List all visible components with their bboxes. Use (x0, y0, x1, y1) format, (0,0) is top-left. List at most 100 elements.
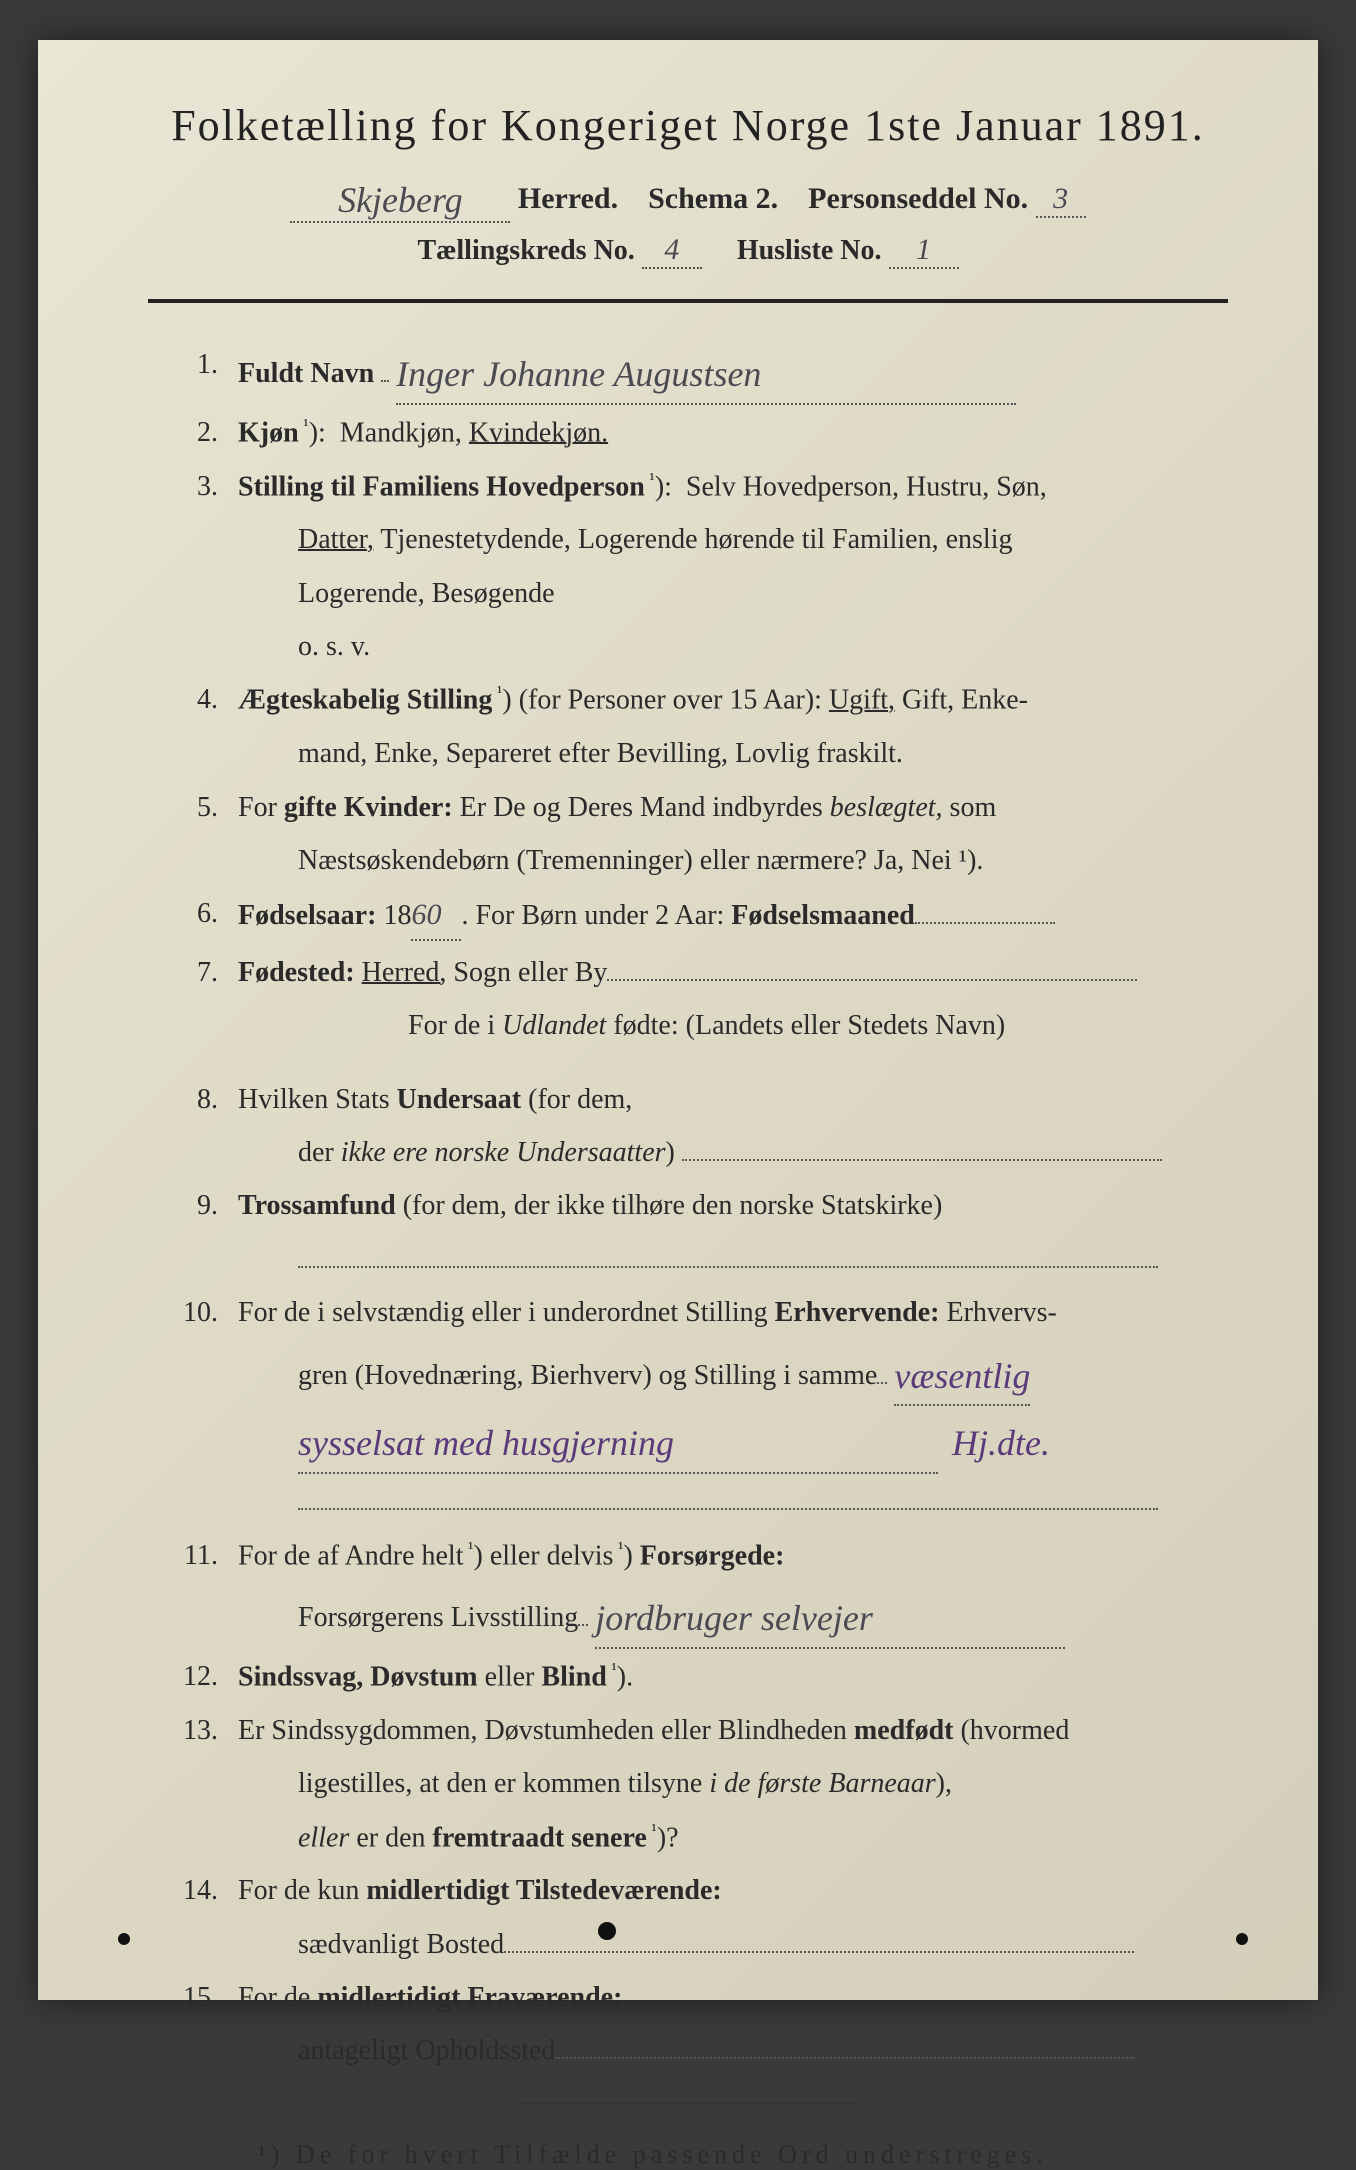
dotfill-15 (555, 2057, 1135, 2059)
i8-c: (for dem, (521, 1084, 632, 1115)
item-num-8: 8. (148, 1078, 238, 1121)
aegteskab-text2: Gift, Enke- (895, 685, 1028, 716)
item-11: 11. For de af Andre helt ¹) eller delvis… (148, 1534, 1228, 1578)
item-num-4: 4. (148, 678, 238, 722)
item-3: 3. Stilling til Familiens Hovedperson ¹)… (148, 465, 1228, 509)
i8-b: Undersaat (397, 1084, 521, 1115)
i10-c: Erhvervs- (939, 1297, 1056, 1328)
item-num-15: 15. (148, 1976, 238, 2019)
item-13-line3: eller er den fremtraadt senere ¹)? (148, 1816, 1228, 1860)
herred-underlined: Herred, (362, 957, 447, 988)
header-line-2: Skjeberg Herred. Schema 2. Personseddel … (148, 175, 1228, 219)
ink-dot-1 (118, 1933, 130, 1945)
husliste-label: Husliste No. (737, 235, 882, 266)
i14-2: sædvanligt Bosted (298, 1929, 504, 1960)
fodselsaar-label: Fødselsaar: (238, 900, 376, 931)
i10-a: For de i selvstændig eller i underordnet… (238, 1297, 775, 1328)
item-14: 14. For de kun midlertidigt Tilstedevære… (148, 1869, 1228, 1912)
i12-text: eller (478, 1661, 542, 1692)
i10-b: Erhvervende: (775, 1297, 940, 1328)
ink-dot-2 (598, 1922, 616, 1940)
i6-text2: . For Børn under 2 Aar: (461, 900, 731, 931)
i11-c: Forsørgede: (633, 1540, 785, 1571)
i13-2b: i de første Barneaar (709, 1768, 935, 1799)
herred-handwritten: Skjeberg (290, 179, 510, 223)
i11-hand: jordbruger selvejer (595, 1591, 1065, 1649)
i7-2c: fødte: (Landets eller Stedets Navn) (606, 1010, 1005, 1041)
taellingskreds-label: Tællingskreds No. (417, 235, 634, 266)
dotfill-6 (915, 922, 1055, 924)
dotfill-14 (504, 1951, 1134, 1953)
dotfill-8 (682, 1159, 1162, 1161)
item-1: 1. Fuldt Navn Inger Johanne Augustsen (148, 343, 1228, 401)
sup-13: ¹ (647, 1820, 657, 1840)
header-line-3: Tællingskreds No. 4 Husliste No. 1 (148, 233, 1228, 269)
i15-a: For de (238, 1982, 317, 2013)
item-10: 10. For de i selvstændig eller i underor… (148, 1291, 1228, 1334)
kjon-underlined: Kvindekjøn. (469, 417, 608, 448)
divider-thin (518, 2103, 858, 2104)
item-5: 5. For gifte Kvinder: Er De og Deres Man… (148, 786, 1228, 829)
stilling-line1: Selv Hovedperson, Hustru, Søn, (686, 471, 1047, 502)
i5-c: Er De og Deres Mand indbyrdes (453, 792, 830, 823)
sup-3: ¹ (645, 469, 655, 489)
i8-2b: ikke ere norske Undersaatter (341, 1137, 666, 1168)
item-num-3: 3. (148, 465, 238, 509)
i10-hand2: sysselsat med husgjerning (298, 1416, 938, 1474)
i13-3c: fremtraadt senere (433, 1822, 647, 1853)
i15-2: antageligt Opholdssted (298, 2035, 555, 2066)
aegteskab-text1: (for Personer over 15 Aar): (512, 685, 829, 716)
i5-e: som (943, 792, 997, 823)
ugift-underlined: Ugift, (829, 685, 895, 716)
item-num-2: 2. (148, 411, 238, 455)
item-6: 6. Fødselsaar: 1860. For Børn under 2 Aa… (148, 892, 1228, 941)
stilling-label: Stilling til Familiens Hovedperson (238, 471, 645, 502)
item-8: 8. Hvilken Stats Undersaat (for dem, (148, 1078, 1228, 1121)
i13-1: Er Sindssygdommen, Døvstumheden eller Bl… (238, 1715, 854, 1746)
item-14-line2: sædvanligt Bosted (148, 1923, 1228, 1966)
fuldt-navn-value: Inger Johanne Augustsen (396, 347, 1016, 405)
sindssvag-label: Sindssvag, Døvstum (238, 1661, 478, 1692)
sup-12: ¹ (607, 1659, 617, 1679)
sup-11b: ¹ (613, 1538, 623, 1558)
fodested-label: Fødested: (238, 957, 355, 988)
item-num-7: 7. (148, 951, 238, 994)
sup-4: ¹ (492, 682, 502, 702)
i13-3b: er den (349, 1822, 432, 1853)
fodselsmaaned-label: Fødselsmaaned (731, 900, 915, 931)
husliste-no: 1 (889, 233, 959, 269)
item-10-dots (148, 1480, 1228, 1523)
i9-text: (for dem, der ikke tilhøre den norske St… (396, 1190, 943, 1221)
i13-1c: (hvormed (953, 1715, 1069, 1746)
item-7: 7. Fødested: Herred, Sogn eller By (148, 951, 1228, 994)
i8-2a: der (298, 1137, 341, 1168)
i11-2a: Forsørgerens Livsstilling (298, 1602, 578, 1633)
i7-text: Sogn eller By (446, 957, 607, 988)
fuldt-navn-label: Fuldt Navn (238, 358, 374, 389)
sup-1: ¹ (299, 415, 309, 435)
item-15: 15. For de midlertidigt Fraværende: (148, 1976, 1228, 2019)
i11-a: For de af Andre helt (238, 1540, 464, 1571)
page-title: Folketælling for Kongeriget Norge 1ste J… (148, 100, 1228, 151)
item-num-9: 9. (148, 1184, 238, 1227)
i7-2a: For de i (408, 1010, 502, 1041)
herred-label: Herred. (518, 182, 618, 215)
item-num-1: 1. (148, 343, 238, 401)
kjon-text: Mandkjøn, (340, 417, 469, 448)
item-3-line4: o. s. v. (148, 625, 1228, 668)
dotfill-7 (607, 979, 1137, 981)
item-7-line2: For de i Udlandet fødte: (Landets eller … (148, 1004, 1228, 1047)
i15-b: midlertidigt Fraværende: (317, 1982, 622, 2013)
item-9-dots (148, 1238, 1228, 1281)
item-10-line2: gren (Hovednæring, Bierhverv) og Stillin… (148, 1345, 1228, 1403)
item-8-line2: der ikke ere norske Undersaatter) (148, 1131, 1228, 1174)
item-12: 12. Sindssvag, Døvstum eller Blind ¹). (148, 1655, 1228, 1699)
item-11-line2: Forsørgerens Livsstilling jordbruger sel… (148, 1587, 1228, 1645)
item-num-14: 14. (148, 1869, 238, 1912)
trossamfund-label: Trossamfund (238, 1190, 396, 1221)
i10-hand3: Hj.dte. (952, 1416, 1050, 1472)
i5-d: beslægtet, (830, 792, 943, 823)
i7-2b: Udlandet (502, 1010, 606, 1041)
item-15-line2: antageligt Opholdssted (148, 2029, 1228, 2072)
personseddel-no: 3 (1036, 182, 1086, 218)
